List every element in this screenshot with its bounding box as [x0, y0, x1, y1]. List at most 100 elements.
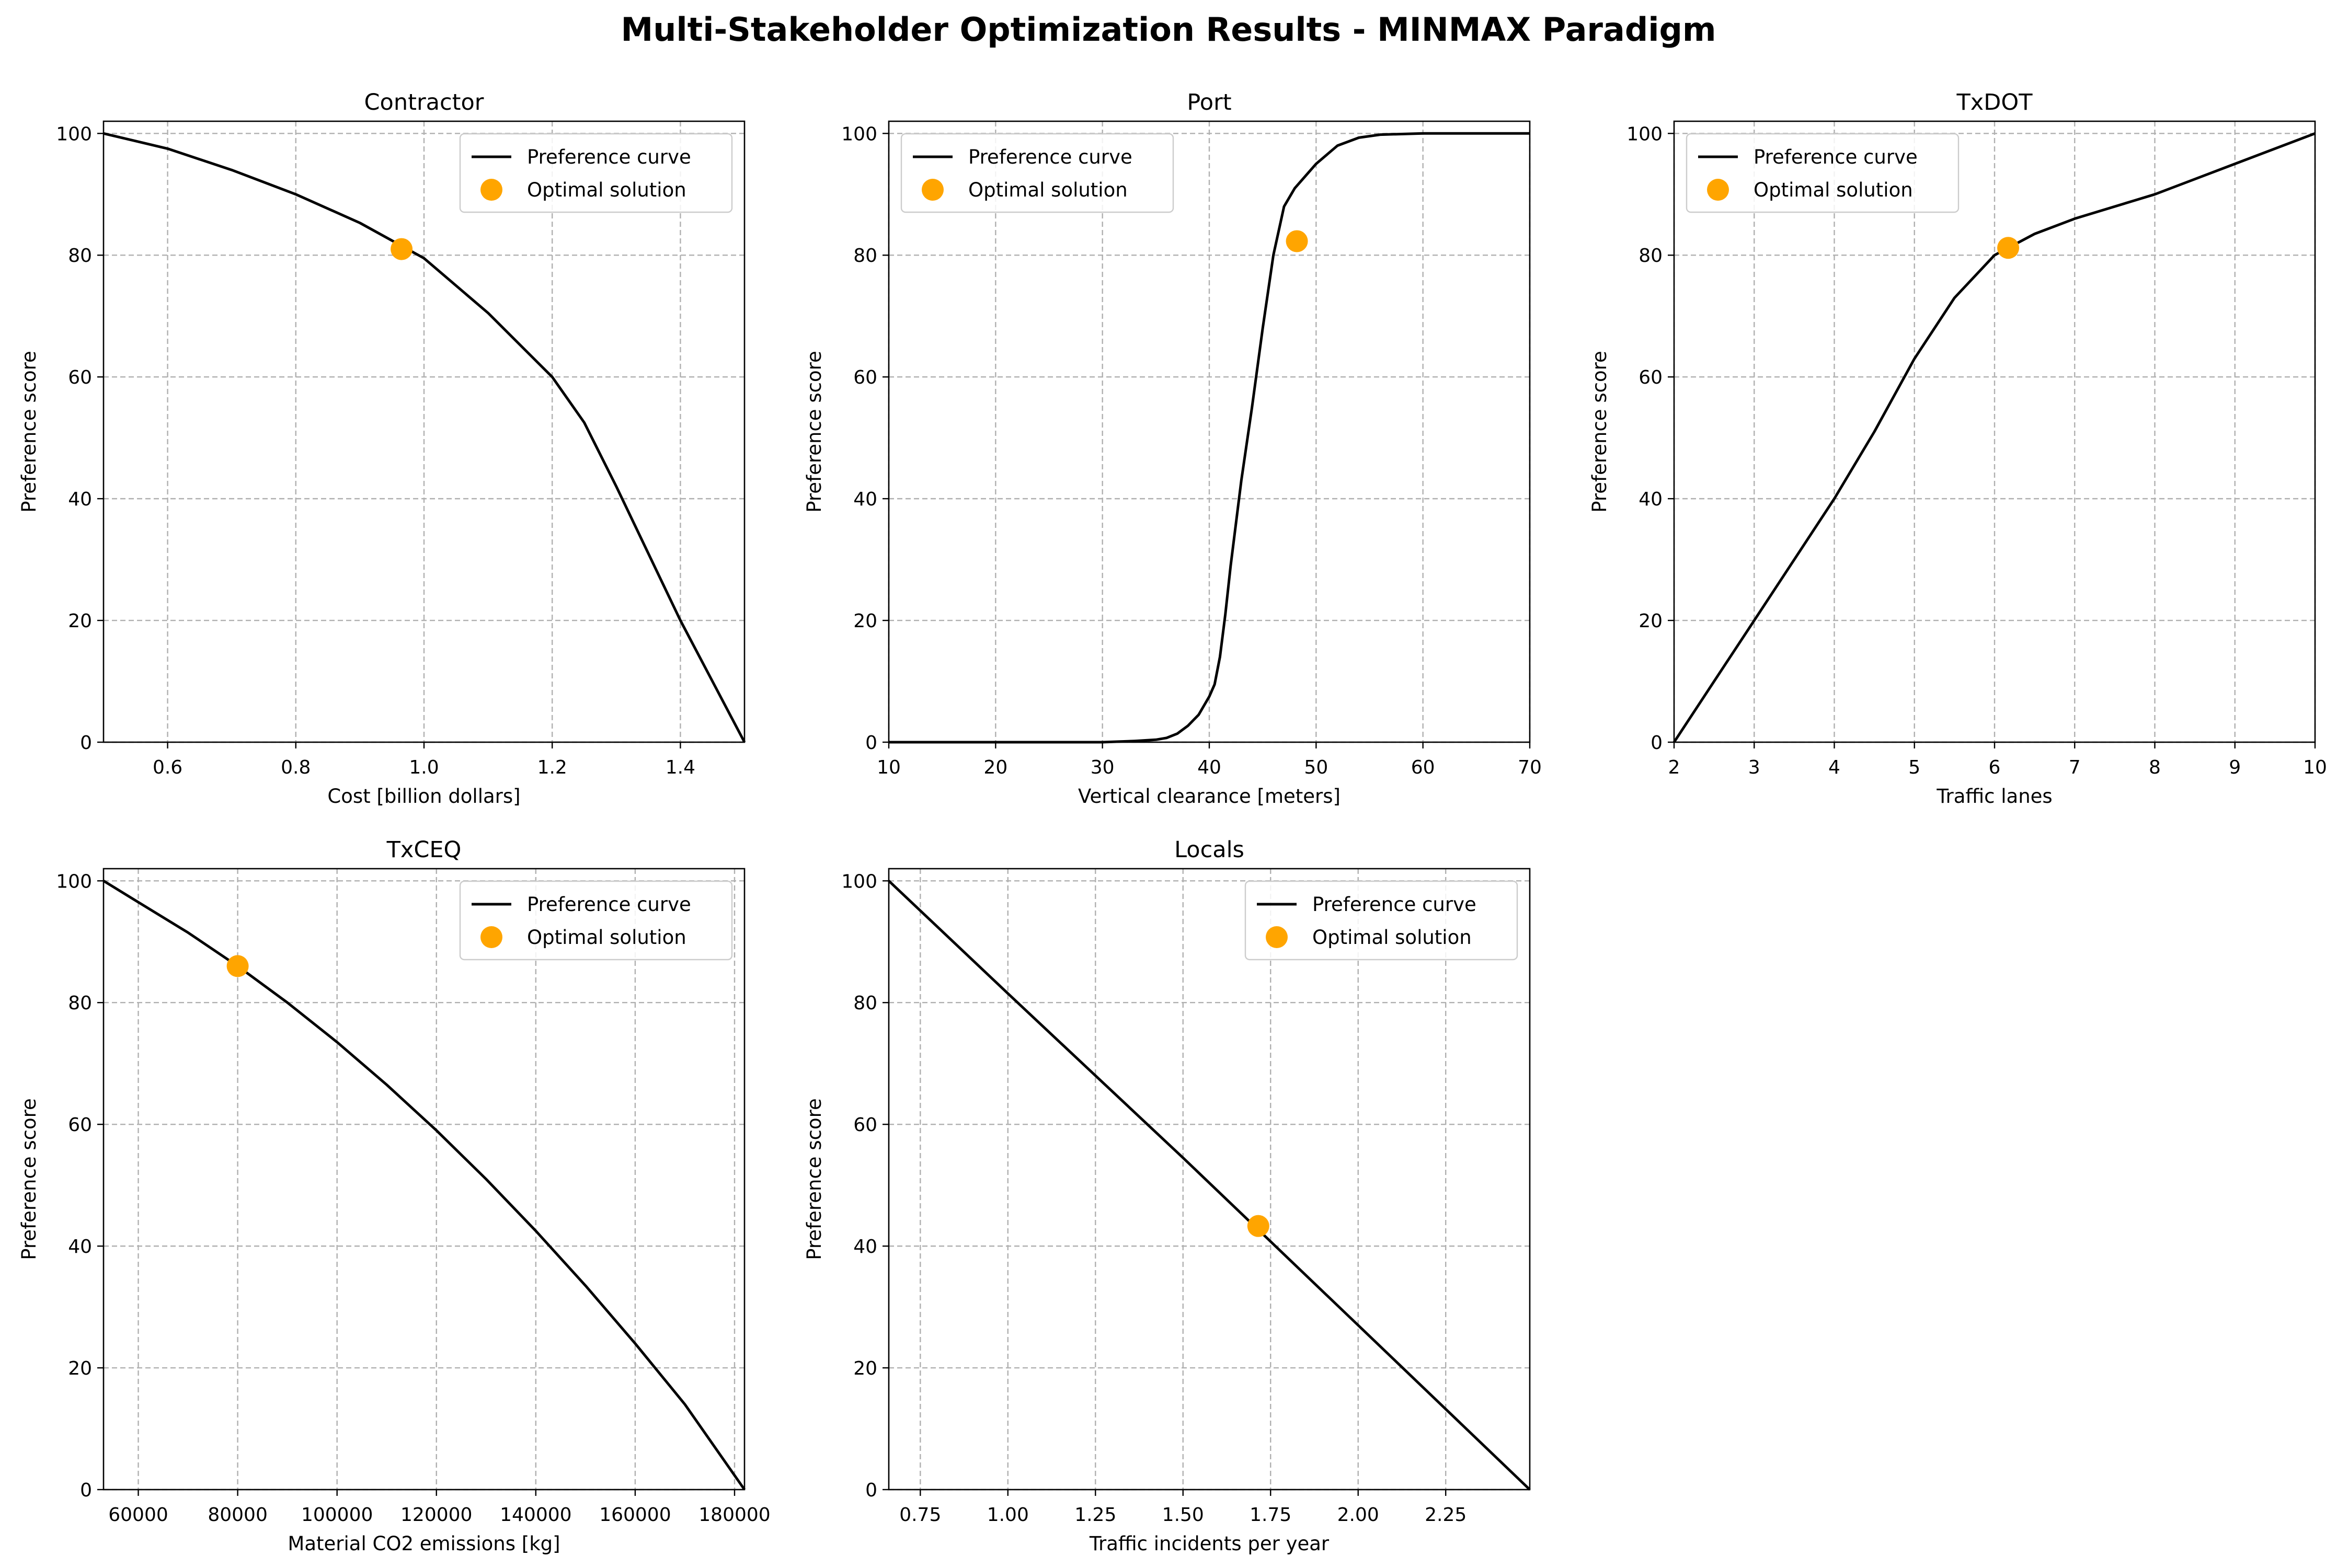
- x-tick-label: 9: [2229, 757, 2241, 778]
- subplot-port: 10 20 30 40 50 60 70 0 20 40 60 80 100 Port Vertical c…: [803, 89, 1542, 808]
- legend-label-point: Optimal solution: [1754, 179, 1913, 201]
- y-tick-label: 60: [68, 367, 92, 388]
- legend-marker-swatch: [1707, 179, 1729, 201]
- legend-label-curve: Preference curve: [968, 146, 1132, 168]
- legend-label-point: Optimal solution: [968, 179, 1128, 201]
- x-tick-label: 60000: [108, 1504, 168, 1526]
- x-tick-label: 40: [1197, 757, 1221, 778]
- y-tick-label: 40: [68, 1236, 92, 1258]
- y-tick-label: 40: [1639, 489, 1663, 510]
- x-axis-label: Cost [billion dollars]: [327, 785, 520, 808]
- x-tick-label: 10: [2303, 757, 2327, 778]
- x-tick-label: 160000: [599, 1504, 671, 1526]
- x-tick-label: 2.00: [1337, 1504, 1379, 1526]
- y-tick-label: 100: [841, 871, 877, 892]
- x-tick-label: 5: [1908, 757, 1920, 778]
- legend: Preference curve Optimal solution: [900, 133, 1174, 213]
- legend-box: [1686, 133, 1960, 213]
- legend-marker-swatch: [922, 179, 944, 201]
- legend: Preference curve Optimal solution: [459, 133, 733, 213]
- axes-frame: [888, 868, 1531, 1491]
- x-tick-label: 2: [1668, 757, 1680, 778]
- subplot-title: Contractor: [364, 89, 484, 116]
- x-tick-label: 1.75: [1250, 1504, 1291, 1526]
- legend-label-point: Optimal solution: [527, 926, 686, 949]
- legend: Preference curve Optimal solution: [1686, 133, 1960, 213]
- legend-box: [1244, 880, 1518, 961]
- y-axis-label: Preference score: [18, 1098, 40, 1260]
- x-tick-label: 4: [1828, 757, 1840, 778]
- y-tick-label: 80: [1639, 245, 1663, 267]
- x-tick-label: 100000: [301, 1504, 373, 1526]
- x-tick-label: 60: [1411, 757, 1435, 778]
- y-tick-label: 60: [68, 1114, 92, 1136]
- y-tick-label: 100: [1626, 123, 1663, 145]
- x-tick-label: 20: [983, 757, 1007, 778]
- legend-label-curve: Preference curve: [1312, 893, 1476, 916]
- x-tick-label: 80000: [208, 1504, 268, 1526]
- y-tick-label: 80: [68, 245, 92, 267]
- legend-label-point: Optimal solution: [1312, 926, 1472, 949]
- x-tick-label: 140000: [500, 1504, 571, 1526]
- optimal-solution-point: [1247, 1215, 1269, 1237]
- preference-curve: [888, 880, 1531, 1491]
- legend-label-curve: Preference curve: [1754, 146, 1918, 168]
- x-tick-label: 8: [2149, 757, 2161, 778]
- figure-title: Multi-Stakeholder Optimization Results -…: [621, 10, 1716, 49]
- preference-curve: [102, 880, 746, 1491]
- x-axis-label: Vertical clearance [meters]: [1078, 785, 1341, 808]
- y-tick-label: 80: [853, 993, 877, 1014]
- y-tick-label: 40: [68, 489, 92, 510]
- y-tick-label: 20: [853, 610, 877, 632]
- legend: Preference curve Optimal solution: [1244, 880, 1518, 961]
- legend-box: [900, 133, 1174, 213]
- optimal-solution-point: [391, 238, 413, 260]
- y-tick-label: 100: [56, 871, 92, 892]
- subplot-contractor: 0.6 0.8 1.0 1.2 1.4 0 20 40 60 80 100 Contractor Cos…: [18, 89, 746, 808]
- subplot-title: TxCEQ: [386, 837, 462, 863]
- x-tick-label: 3: [1748, 757, 1760, 778]
- legend-marker-swatch: [1266, 926, 1288, 948]
- legend: Preference curve Optimal solution: [459, 880, 733, 961]
- x-tick-label: 1.00: [987, 1504, 1029, 1526]
- x-tick-label: 180000: [698, 1504, 770, 1526]
- y-tick-label: 0: [865, 1480, 877, 1501]
- y-tick-label: 100: [841, 123, 877, 145]
- y-tick-label: 0: [80, 1480, 92, 1501]
- y-axis-label: Preference score: [803, 1098, 826, 1260]
- y-axis-label: Preference score: [803, 351, 826, 513]
- optimal-solution-point: [1286, 230, 1308, 252]
- legend-label-curve: Preference curve: [527, 893, 691, 916]
- legend-box: [459, 133, 733, 213]
- y-tick-label: 100: [56, 123, 92, 145]
- legend-marker-swatch: [480, 179, 502, 201]
- x-tick-label: 1.0: [409, 757, 439, 778]
- y-tick-label: 20: [1639, 610, 1663, 632]
- x-tick-label: 10: [877, 757, 901, 778]
- preference-curve: [889, 132, 1530, 744]
- y-tick-label: 20: [853, 1358, 877, 1379]
- subplot-title: Port: [1187, 89, 1231, 116]
- x-tick-label: 50: [1304, 757, 1328, 778]
- x-tick-label: 30: [1091, 757, 1115, 778]
- subplot-txceq: 60000 80000 100000 120000 140000 160000 180000…: [18, 837, 771, 1555]
- x-tick-label: 0.6: [153, 757, 182, 778]
- y-tick-label: 40: [853, 1236, 877, 1258]
- x-axis-label: Traffic lanes: [1936, 785, 2052, 808]
- x-tick-label: 7: [2069, 757, 2081, 778]
- subplot-locals: 0.75 1.00 1.25 1.50 1.75 2.00 2.25 0 20 40 60 80 100…: [803, 837, 1531, 1555]
- x-tick-label: 6: [1989, 757, 2001, 778]
- y-tick-label: 0: [865, 732, 877, 754]
- y-axis-label: Preference score: [18, 351, 40, 513]
- y-tick-label: 20: [68, 610, 92, 632]
- x-axis-label: Material CO2 emissions [kg]: [288, 1532, 560, 1555]
- legend-box: [459, 880, 733, 961]
- y-tick-label: 80: [853, 245, 877, 267]
- optimal-solution-point: [226, 955, 249, 977]
- legend-label-curve: Preference curve: [527, 146, 691, 168]
- y-tick-label: 60: [1639, 367, 1663, 388]
- x-tick-label: 0.8: [281, 757, 311, 778]
